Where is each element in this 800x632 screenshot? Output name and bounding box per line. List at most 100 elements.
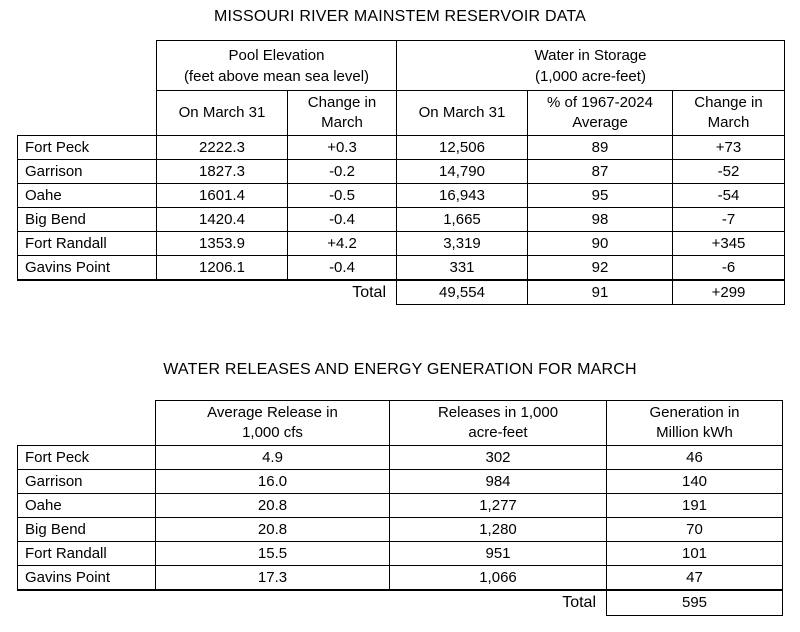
generation: 70 bbox=[606, 517, 783, 542]
releases-acre-feet: 951 bbox=[389, 541, 607, 566]
total-label: Total bbox=[562, 594, 596, 611]
column-header-pct-of-average: % of 1967-2024 Average bbox=[527, 90, 673, 136]
storage: 14,790 bbox=[396, 159, 528, 184]
generation: 46 bbox=[606, 445, 783, 470]
storage-change: -54 bbox=[672, 183, 785, 208]
pool-elevation: 1420.4 bbox=[156, 207, 288, 232]
pool-elevation: 2222.3 bbox=[156, 135, 288, 160]
elevation-change: -0.5 bbox=[287, 183, 397, 208]
column-header-average-release: Average Release in 1,000 cfs bbox=[155, 400, 390, 446]
generation: 191 bbox=[606, 493, 783, 518]
average-release: 20.8 bbox=[155, 493, 390, 518]
releases-acre-feet: 1,066 bbox=[389, 565, 607, 591]
reservoir-name: Gavins Point bbox=[17, 255, 157, 281]
reservoir-name: Big Bend bbox=[17, 517, 156, 542]
average-release: 17.3 bbox=[155, 565, 390, 591]
table-row: Fort Peck 2222.3 +0.3 12,506 89 +73 bbox=[17, 135, 785, 160]
group-header-line: Water in Storage bbox=[534, 46, 647, 64]
reservoir-name: Fort Peck bbox=[17, 445, 156, 470]
reservoir-name: Fort Randall bbox=[17, 231, 157, 256]
releases-acre-feet: 1,280 bbox=[389, 517, 607, 542]
reservoir-name: Garrison bbox=[17, 469, 156, 494]
pct-of-average: 98 bbox=[527, 207, 673, 232]
storage: 1,665 bbox=[396, 207, 528, 232]
group-header-line: (feet above mean sea level) bbox=[183, 67, 370, 85]
table-row: Oahe 20.8 1,277 191 bbox=[17, 493, 783, 518]
storage: 16,943 bbox=[396, 183, 528, 208]
elevation-change: +4.2 bbox=[287, 231, 397, 256]
reservoir-name: Oahe bbox=[17, 183, 157, 208]
storage-change: -52 bbox=[672, 159, 785, 184]
total-generation: 595 bbox=[606, 589, 783, 616]
total-row: Total 595 bbox=[18, 589, 783, 616]
column-header-storage-change: Change in March bbox=[672, 90, 785, 136]
total-label: Total bbox=[352, 283, 386, 301]
pct-of-average: 92 bbox=[527, 255, 673, 281]
column-header-row: On March 31 Change in March On March 31 … bbox=[18, 90, 785, 136]
table-row: Fort Randall 15.5 951 101 bbox=[17, 541, 783, 566]
reservoir-name: Fort Peck bbox=[17, 135, 157, 160]
storage-change: -7 bbox=[672, 207, 785, 232]
reservoir-name: Oahe bbox=[17, 493, 156, 518]
pool-elevation: 1206.1 bbox=[156, 255, 288, 281]
generation: 47 bbox=[606, 565, 783, 591]
corner-spacer bbox=[18, 91, 157, 136]
total-pct-of-average: 91 bbox=[527, 279, 673, 305]
storage-change: +345 bbox=[672, 231, 785, 256]
pool-elevation: 1601.4 bbox=[156, 183, 288, 208]
elevation-change: +0.3 bbox=[287, 135, 397, 160]
column-header-elev-change: Change in March bbox=[287, 90, 397, 136]
pct-of-average: 95 bbox=[527, 183, 673, 208]
table-row: Garrison 1827.3 -0.2 14,790 87 -52 bbox=[17, 159, 785, 184]
reservoir-name: Gavins Point bbox=[17, 565, 156, 591]
column-header-storage-on-march-31: On March 31 bbox=[396, 90, 528, 136]
table-row: Gavins Point 17.3 1,066 47 bbox=[17, 565, 783, 591]
table-row: Big Bend 1420.4 -0.4 1,665 98 -7 bbox=[17, 207, 785, 232]
releases-acre-feet: 984 bbox=[389, 469, 607, 494]
storage: 3,319 bbox=[396, 231, 528, 256]
table-row: Fort Peck 4.9 302 46 bbox=[17, 445, 783, 470]
average-release: 15.5 bbox=[155, 541, 390, 566]
group-header-line: (1,000 acre-feet) bbox=[535, 67, 646, 85]
pct-of-average: 90 bbox=[527, 231, 673, 256]
total-row: Total 49,554 91 +299 bbox=[18, 279, 785, 305]
pool-elevation: 1827.3 bbox=[156, 159, 288, 184]
releases-acre-feet: 302 bbox=[389, 445, 607, 470]
table-row: Oahe 1601.4 -0.5 16,943 95 -54 bbox=[17, 183, 785, 208]
storage: 331 bbox=[396, 255, 528, 281]
reservoir-table-title: MISSOURI RIVER MAINSTEM RESERVOIR DATA bbox=[213, 8, 587, 25]
total-storage: 49,554 bbox=[396, 279, 528, 305]
elevation-change: -0.4 bbox=[287, 255, 397, 281]
column-header-releases-acre-feet: Releases in 1,000 acre-feet bbox=[389, 400, 607, 446]
corner-spacer bbox=[18, 41, 157, 91]
reservoir-name: Big Bend bbox=[17, 207, 157, 232]
releases-table-title: WATER RELEASES AND ENERGY GENERATION FOR… bbox=[163, 361, 637, 378]
group-header-row: Pool Elevation (feet above mean sea leve… bbox=[18, 40, 785, 91]
reservoir-data-table: Pool Elevation (feet above mean sea leve… bbox=[17, 40, 785, 305]
generation: 101 bbox=[606, 541, 783, 566]
releases-generation-table: Average Release in 1,000 cfs Releases in… bbox=[17, 400, 783, 616]
table-row: Garrison 16.0 984 140 bbox=[17, 469, 783, 494]
reservoir-name: Garrison bbox=[17, 159, 157, 184]
storage-change: -6 bbox=[672, 255, 785, 281]
column-header-elev-on-march-31: On March 31 bbox=[156, 90, 288, 136]
releases-acre-feet: 1,277 bbox=[389, 493, 607, 518]
pct-of-average: 89 bbox=[527, 135, 673, 160]
table-row: Fort Randall 1353.9 +4.2 3,319 90 +345 bbox=[17, 231, 785, 256]
generation: 140 bbox=[606, 469, 783, 494]
table-row: Big Bend 20.8 1,280 70 bbox=[17, 517, 783, 542]
average-release: 20.8 bbox=[155, 517, 390, 542]
average-release: 16.0 bbox=[155, 469, 390, 494]
reservoir-name: Fort Randall bbox=[17, 541, 156, 566]
table-row: Gavins Point 1206.1 -0.4 331 92 -6 bbox=[17, 255, 785, 281]
elevation-change: -0.2 bbox=[287, 159, 397, 184]
elevation-change: -0.4 bbox=[287, 207, 397, 232]
pool-elevation: 1353.9 bbox=[156, 231, 288, 256]
average-release: 4.9 bbox=[155, 445, 390, 470]
column-header-row: Average Release in 1,000 cfs Releases in… bbox=[18, 400, 783, 446]
column-header-generation: Generation in Million kWh bbox=[606, 400, 783, 446]
pool-elevation-group-header: Pool Elevation (feet above mean sea leve… bbox=[156, 40, 397, 91]
storage-change: +73 bbox=[672, 135, 785, 160]
corner-spacer bbox=[18, 401, 156, 446]
